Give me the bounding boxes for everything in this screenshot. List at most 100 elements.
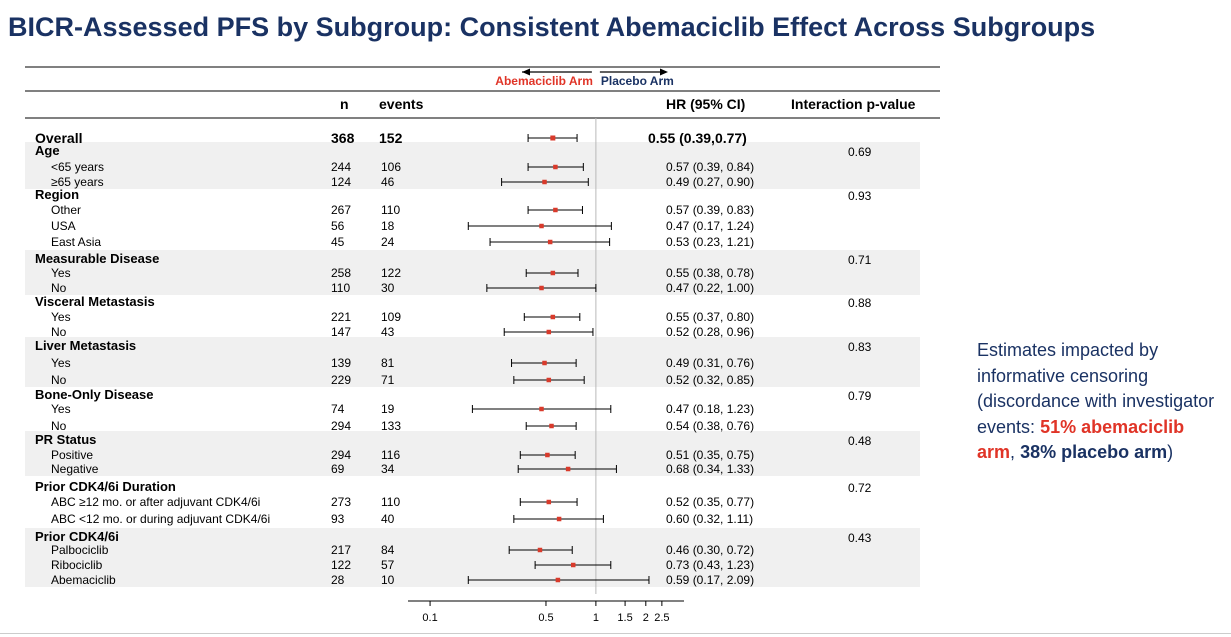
hr-marker: [539, 223, 544, 229]
subgroup-label: Yes: [51, 266, 71, 280]
placebo-arrow-head: [660, 68, 668, 76]
hr-marker: [565, 466, 571, 472]
group-band: [25, 431, 920, 476]
x-tick-label: 2: [643, 612, 649, 624]
subgroup-hr-text: 0.46 (0.30, 0.72): [666, 543, 754, 557]
abema-arm-label: Abemaciclib Arm: [495, 74, 593, 88]
subgroup-n: 258: [331, 266, 351, 280]
subgroup-label: No: [51, 281, 67, 295]
hr-marker: [542, 360, 547, 366]
subgroup-events: 24: [381, 235, 395, 249]
group-label: Liver Metastasis: [35, 338, 136, 353]
subgroup-label: Negative: [51, 462, 99, 476]
x-tick-label: 1.5: [617, 612, 632, 624]
group-label: PR Status: [35, 432, 96, 447]
subgroup-events: 110: [381, 495, 400, 509]
hr-marker: [550, 314, 556, 320]
interaction-p-value: 0.69: [848, 145, 872, 159]
hr-marker: [546, 499, 552, 505]
overall-n: 368: [331, 130, 355, 146]
subgroup-hr-text: 0.54 (0.38, 0.76): [666, 419, 754, 433]
subgroup-n: 74: [331, 402, 345, 416]
subgroup-label: Palbociclib: [51, 543, 109, 557]
subgroup-events: 18: [381, 219, 395, 233]
subgroup-events: 84: [381, 543, 395, 557]
interaction-p-value: 0.48: [848, 434, 872, 448]
subgroup-hr-text: 0.68 (0.34, 1.33): [666, 462, 754, 476]
hr-marker: [555, 577, 561, 583]
subgroup-label: USA: [51, 219, 76, 233]
hr-marker: [570, 562, 576, 568]
subgroup-events: 30: [381, 281, 395, 295]
subgroup-events: 43: [381, 325, 395, 339]
subgroup-label: <65 years: [51, 160, 104, 174]
subgroup-events: 106: [381, 160, 401, 174]
subgroup-n: 273: [331, 495, 351, 509]
subgroup-events: 81: [381, 356, 395, 370]
subgroup-n: 221: [331, 310, 351, 324]
subgroup-hr-text: 0.47 (0.22, 1.00): [666, 281, 754, 295]
subgroup-label: Ribociclib: [51, 558, 103, 572]
subgroup-label: East Asia: [51, 235, 101, 249]
subgroup-n: 122: [331, 558, 351, 572]
subgroup-n: 124: [331, 175, 351, 189]
footer-divider: [0, 633, 1231, 634]
side-note-comma: ,: [1010, 442, 1016, 462]
subgroup-label: Yes: [51, 310, 71, 324]
hr-marker: [537, 547, 543, 553]
group-band: [25, 250, 920, 295]
subgroup-label: Yes: [51, 402, 71, 416]
subgroup-label: ABC ≥12 mo. or after adjuvant CDK4/6i: [51, 495, 260, 509]
group-band: [25, 142, 920, 189]
header-events: events: [379, 96, 424, 112]
group-label: Prior CDK4/6i: [35, 529, 119, 544]
subgroup-events: 19: [381, 402, 395, 416]
interaction-p-value: 0.93: [848, 189, 872, 203]
subgroup-events: 10: [381, 573, 395, 587]
subgroup-n: 93: [331, 512, 345, 526]
subgroup-hr-text: 0.52 (0.28, 0.96): [666, 325, 754, 339]
subgroup-hr-text: 0.57 (0.39, 0.83): [666, 203, 754, 217]
subgroup-label: No: [51, 373, 67, 387]
subgroup-events: 40: [381, 512, 395, 526]
interaction-p-value: 0.43: [848, 531, 872, 545]
subgroup-hr-text: 0.53 (0.23, 1.21): [666, 235, 754, 249]
subgroup-n: 69: [331, 462, 345, 476]
subgroup-n: 229: [331, 373, 351, 387]
subgroup-hr-text: 0.59 (0.17, 2.09): [666, 573, 754, 587]
subgroup-label: ABC <12 mo. or during adjuvant CDK4/6i: [51, 512, 270, 526]
subgroup-label: Yes: [51, 356, 71, 370]
hr-marker: [549, 423, 554, 429]
subgroup-label: ≥65 years: [51, 175, 104, 189]
group-label: Bone-Only Disease: [35, 387, 154, 402]
hr-marker: [553, 207, 558, 213]
hr-marker: [546, 329, 552, 335]
group-label: Measurable Disease: [35, 251, 159, 266]
subgroup-events: 133: [381, 419, 401, 433]
subgroup-events: 71: [381, 373, 395, 387]
subgroup-hr-text: 0.49 (0.31, 0.76): [666, 356, 754, 370]
group-label: Prior CDK4/6i Duration: [35, 479, 176, 494]
subgroup-hr-text: 0.60 (0.32, 1.11): [666, 512, 753, 526]
x-tick-label: 0.1: [422, 612, 437, 624]
hr-marker: [553, 164, 558, 170]
side-note-placebo: 38% placebo arm: [1020, 442, 1168, 462]
x-tick-label: 0.5: [538, 612, 553, 624]
placebo-arm-label: Placebo Arm: [601, 74, 674, 88]
subgroup-hr-text: 0.52 (0.32, 0.85): [666, 373, 754, 387]
hr-marker: [546, 377, 552, 383]
subgroup-events: 34: [381, 462, 395, 476]
subgroup-hr-text: 0.49 (0.27, 0.90): [666, 175, 754, 189]
interaction-p-value: 0.83: [848, 340, 872, 354]
side-note-abema: 51% abemaciclib arm: [977, 416, 1185, 463]
interaction-p-value: 0.71: [848, 253, 872, 267]
hr-marker: [542, 179, 547, 185]
header-hr: HR (95% CI): [666, 96, 745, 112]
subgroup-events: 122: [381, 266, 401, 280]
group-band: [25, 337, 920, 387]
overall-label: Overall: [35, 130, 82, 146]
subgroup-n: 294: [331, 448, 351, 462]
x-tick-label: 1: [593, 612, 599, 624]
side-note-text: Estimates impacted by informative censor…: [977, 340, 1215, 437]
